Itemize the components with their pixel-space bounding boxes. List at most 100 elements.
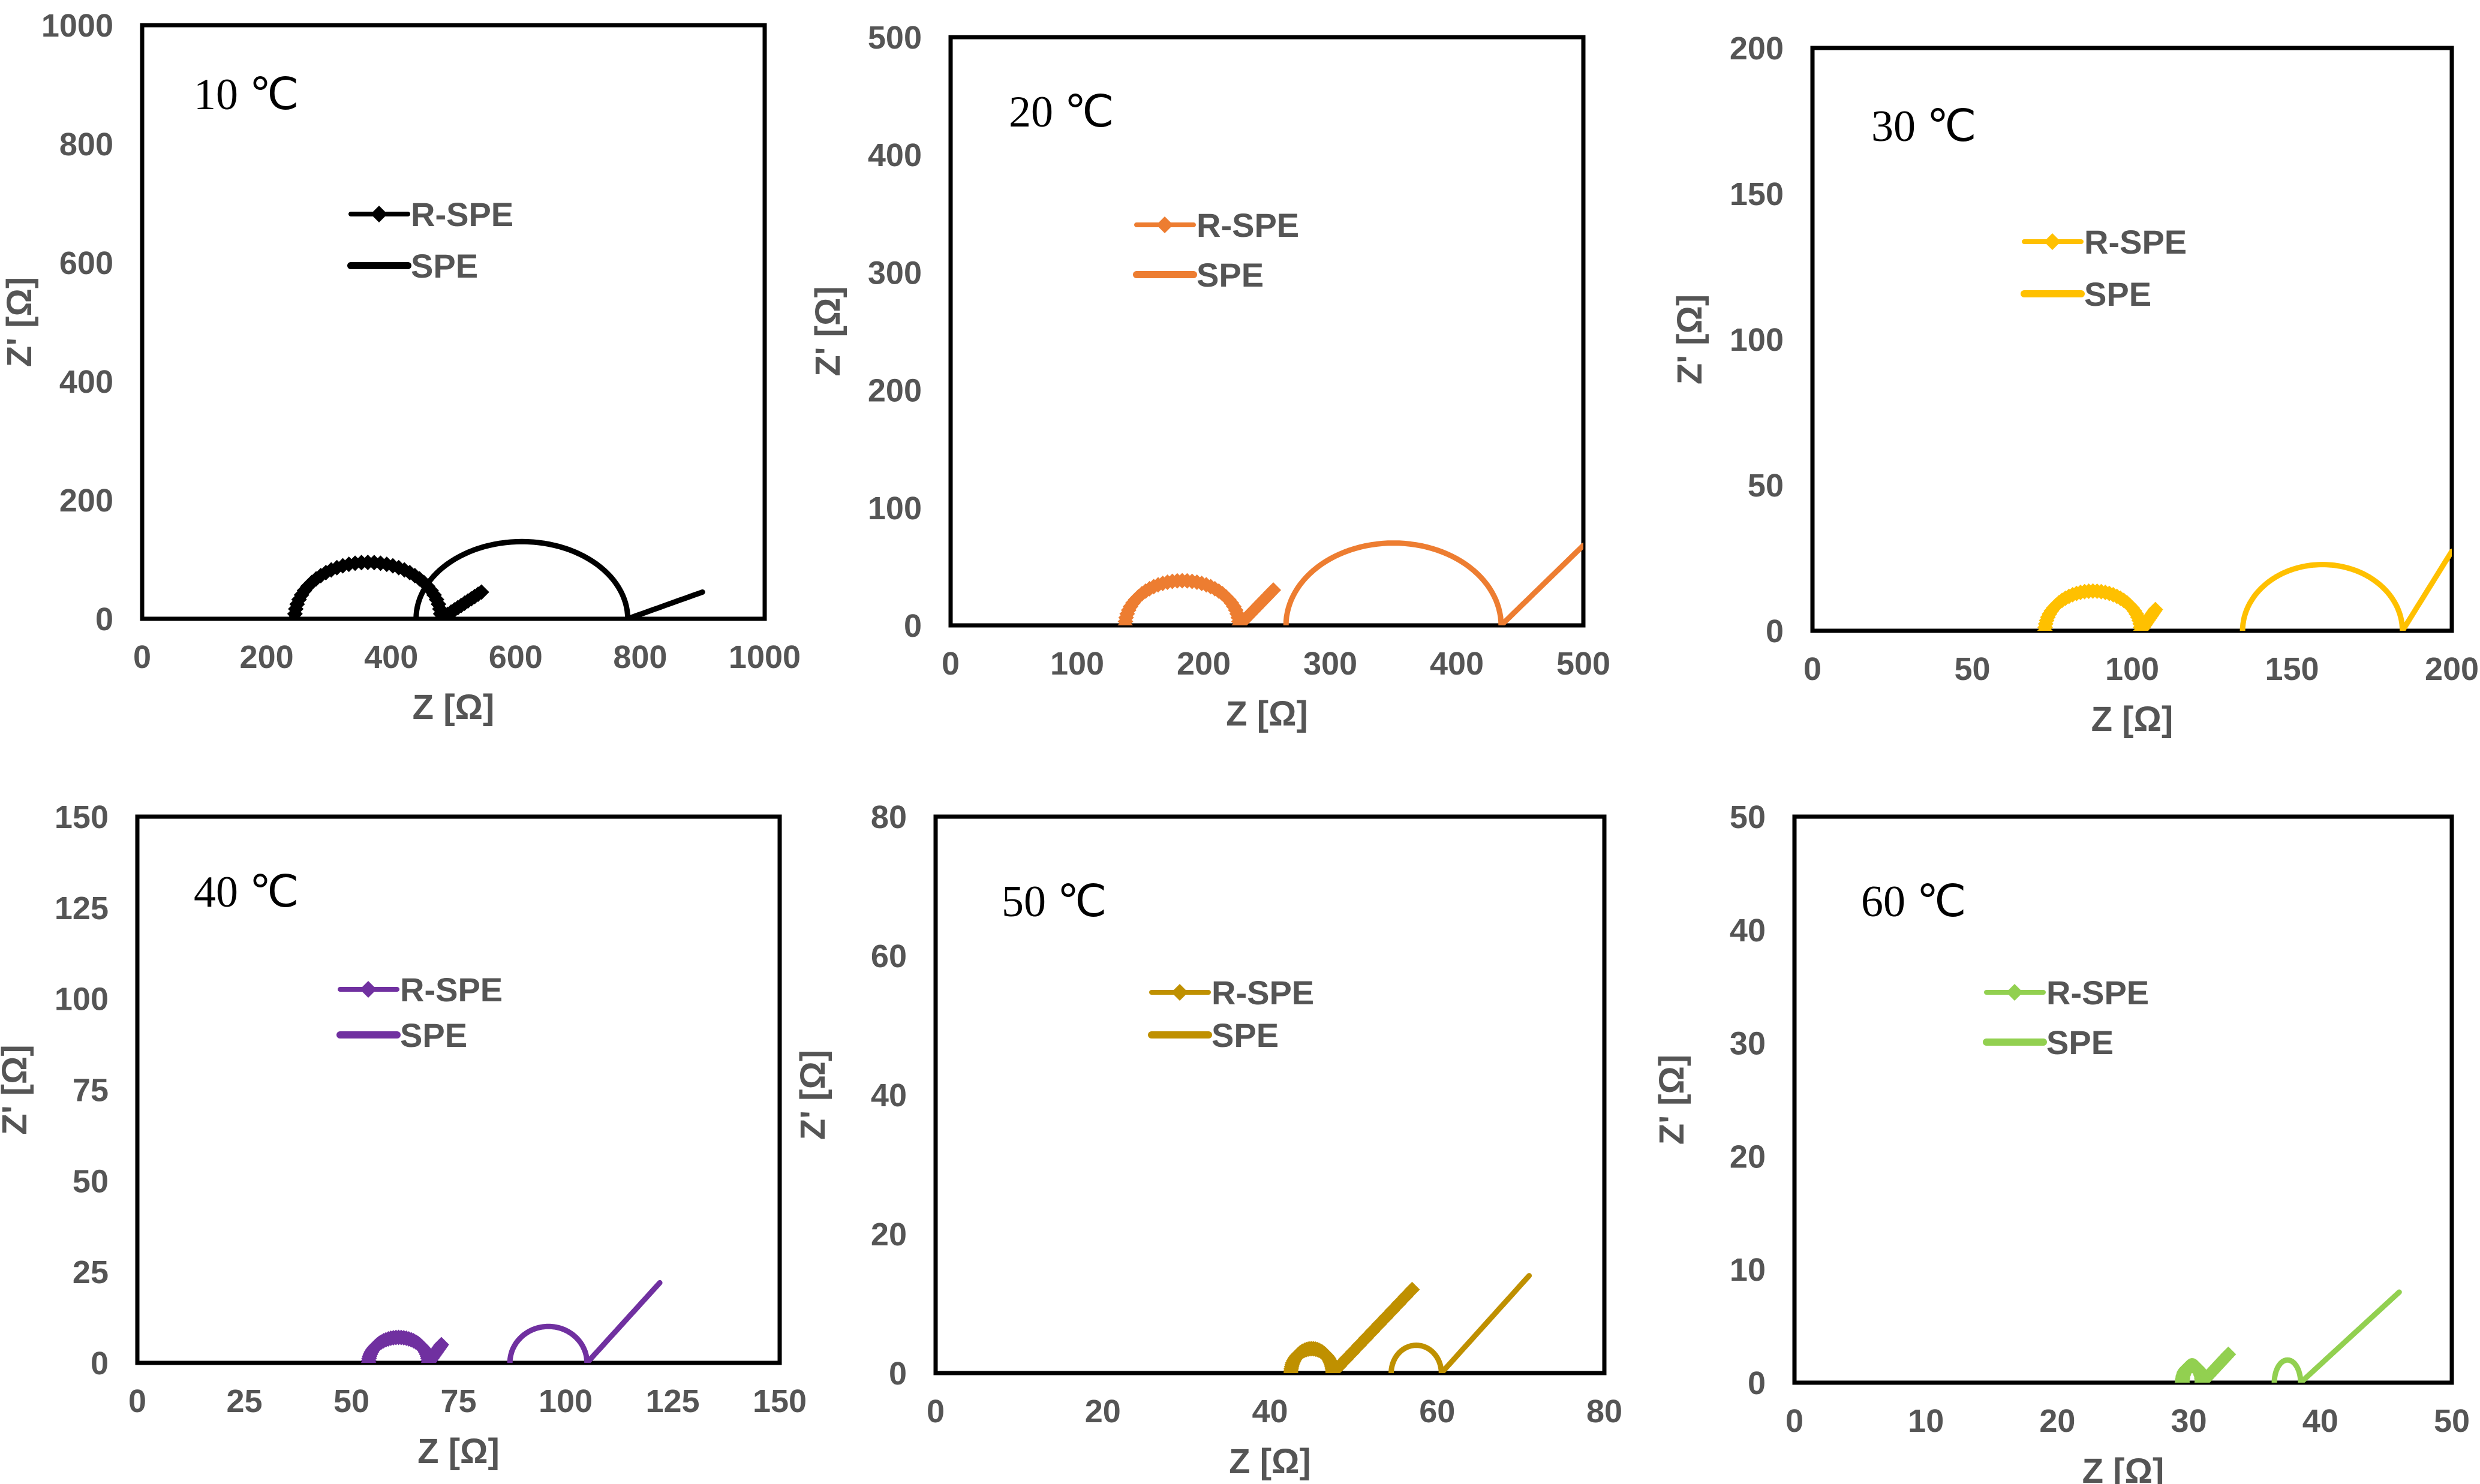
y-tick-label: 100 [55, 982, 109, 1018]
legend-label-spe: SPE [2084, 275, 2151, 313]
y-tick-label: 60 [871, 938, 907, 974]
x-tick-label: 0 [128, 1383, 146, 1419]
series-line-spe [1388, 1273, 1532, 1373]
y-axis-label: Z' [Ω] [1652, 1055, 1691, 1145]
x-axis-label: Z [Ω] [1226, 694, 1308, 733]
series-line-spe [2271, 1289, 2402, 1383]
plot-frame [135, 814, 782, 1365]
legend-label-r-spe: R-SPE [2046, 974, 2149, 1012]
y-tick-label: 100 [868, 490, 922, 526]
legend: R-SPE SPE [1133, 206, 1299, 294]
y-tick-label: 20 [1730, 1139, 1766, 1175]
x-tick-label: 60 [1419, 1393, 1455, 1429]
x-tick-label: 40 [1252, 1393, 1288, 1429]
x-tick-label: 80 [1586, 1393, 1622, 1429]
legend: R-SPE SPE [336, 971, 503, 1054]
x-tick-label: 100 [1050, 646, 1104, 682]
legend-label-spe: SPE [411, 247, 478, 285]
x-tick-label: 25 [226, 1383, 262, 1419]
x-tick-label: 0 [1803, 651, 1821, 687]
y-tick-label: 0 [904, 608, 922, 644]
y-tick-label: 100 [1730, 322, 1784, 358]
legend-label-spe: SPE [400, 1016, 467, 1054]
panel-5: 0 20 40 60 80 0 20 40 60 80 Z [Ω] Z' [Ω] 50 ℃ R-SPE SP… [793, 799, 1622, 1481]
y-tick-label: 200 [1730, 31, 1784, 67]
data-point [2147, 601, 2163, 618]
series-spe [413, 538, 705, 619]
x-tick-label: 400 [364, 639, 418, 675]
series-line-spe [2239, 549, 2452, 631]
data-point [2220, 1346, 2236, 1362]
series-line-spe [413, 538, 705, 619]
y-tick-label: 125 [55, 890, 109, 926]
legend-label-r-spe: R-SPE [411, 195, 513, 233]
data-point [433, 1336, 449, 1353]
plot-frame [933, 814, 1607, 1375]
x-tick-label: 400 [1430, 646, 1484, 682]
x-tick-label: 75 [440, 1383, 476, 1419]
y-tick-label: 0 [889, 1356, 907, 1392]
temperature-label: 30 ℃ [1871, 102, 1977, 151]
data-point [1331, 1358, 1348, 1373]
y-axis-label: Z' [Ω] [0, 1044, 34, 1134]
y-tick-label: 50 [1748, 468, 1784, 504]
temperature-label: 20 ℃ [1009, 88, 1114, 137]
x-axis-label: Z [Ω] [417, 1432, 500, 1471]
x-tick-label: 600 [489, 639, 543, 675]
data-point [1404, 1281, 1420, 1298]
legend-label-spe: SPE [1212, 1016, 1279, 1054]
y-tick-label: 0 [1766, 613, 1784, 649]
series-spe [507, 1280, 663, 1363]
x-axis-label: Z [Ω] [2082, 1452, 2165, 1484]
series-spe [1283, 540, 1583, 625]
y-tick-label: 25 [73, 1254, 109, 1290]
series-spe [2271, 1289, 2402, 1383]
panel-3: 0 50 100 150 200 0 50 100 150 200 Z [Ω] Z' [Ω] 30 ℃ R… [1670, 31, 2479, 739]
y-tick-label: 40 [1730, 913, 1766, 949]
series-spe [2239, 549, 2452, 631]
y-tick-label: 10 [1730, 1252, 1766, 1288]
y-tick-label: 20 [871, 1217, 907, 1253]
legend: R-SPE SPE [2021, 223, 2187, 313]
y-tick-label: 500 [868, 20, 922, 56]
series-r-spe [2037, 583, 2163, 631]
x-tick-label: 50 [2434, 1403, 2470, 1439]
series-spe [1388, 1273, 1532, 1373]
legend: R-SPE SPE [1983, 974, 2149, 1061]
legend-label-r-spe: R-SPE [1197, 206, 1299, 244]
y-axis-label: Z' [Ω] [808, 286, 847, 376]
legend-marker [1171, 984, 1188, 1001]
x-tick-label: 200 [1177, 646, 1231, 682]
y-tick-label: 75 [73, 1073, 109, 1109]
x-axis-label: Z [Ω] [2091, 700, 2174, 739]
y-tick-label: 200 [868, 373, 922, 409]
y-axis-label: Z' [Ω] [0, 277, 39, 367]
x-tick-label: 300 [1303, 646, 1357, 682]
series-r-spe [287, 554, 489, 619]
x-tick-label: 500 [1556, 646, 1610, 682]
y-axis-label: Z' [Ω] [1670, 294, 1709, 384]
x-tick-label: 0 [927, 1393, 945, 1429]
y-tick-label: 800 [59, 127, 113, 162]
panel-2: 0 100 200 300 400 500 0 100 200 300 400 500 Z [Ω] Z' … [808, 20, 1610, 733]
legend-label-r-spe: R-SPE [2084, 223, 2187, 261]
x-tick-label: 0 [1785, 1403, 1803, 1439]
x-tick-label: 0 [942, 646, 960, 682]
y-tick-label: 0 [1748, 1365, 1766, 1401]
x-tick-label: 50 [333, 1383, 369, 1419]
data-point [1265, 582, 1282, 598]
series-line-spe [507, 1280, 663, 1363]
x-axis-label: Z [Ω] [413, 688, 495, 727]
y-tick-label: 80 [871, 799, 907, 835]
x-tick-label: 20 [2039, 1403, 2075, 1439]
x-tick-label: 800 [613, 639, 667, 675]
panel-1: 0 200 400 600 800 1000 0 200 400 600 800 1000 Z [Ω] Z… [0, 8, 801, 727]
y-tick-label: 0 [91, 1345, 109, 1381]
y-tick-label: 200 [59, 483, 113, 519]
legend-label-r-spe: R-SPE [1212, 974, 1314, 1012]
plot-frame [948, 35, 1586, 628]
legend-marker [2006, 984, 2023, 1001]
x-tick-label: 100 [539, 1383, 593, 1419]
x-tick-label: 20 [1085, 1393, 1121, 1429]
